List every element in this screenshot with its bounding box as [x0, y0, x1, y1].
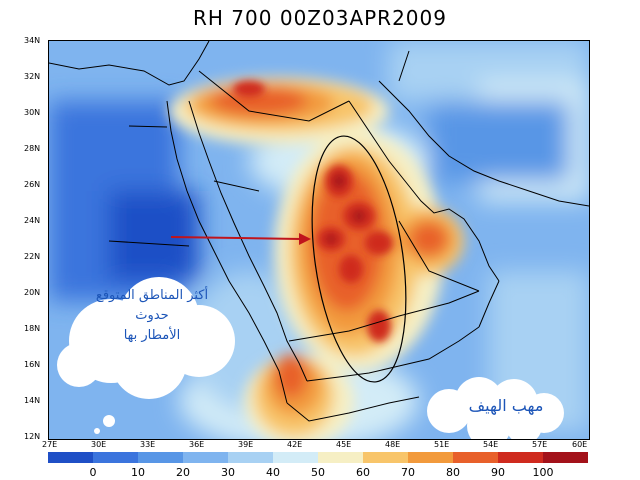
colorbar-tick-label: 40 — [266, 466, 280, 479]
colorbar-cell — [543, 452, 588, 463]
colorbar-cell — [453, 452, 498, 463]
lat-label: 26N — [24, 180, 41, 189]
colorbar-cell — [363, 452, 408, 463]
colorbar-tick-label: 70 — [401, 466, 415, 479]
colorbar-tick-label: 10 — [131, 466, 145, 479]
lon-label: 36E — [189, 440, 205, 449]
colorbar-tick-label: 60 — [356, 466, 370, 479]
lat-label: 12N — [24, 432, 41, 441]
lat-label: 24N — [24, 216, 41, 225]
lat-label: 20N — [24, 288, 41, 297]
lon-label: 39E — [238, 440, 254, 449]
coastline — [49, 41, 589, 422]
rain-annotation-line1: أكثر المناطق المتوقع — [95, 288, 209, 303]
lat-label: 18N — [24, 324, 41, 333]
rh-field — [49, 41, 589, 439]
colorbar-cell — [498, 452, 543, 463]
lon-label: 54E — [483, 440, 499, 449]
arrow-icon — [170, 233, 311, 245]
lon-label: 48E — [385, 440, 401, 449]
lon-label: 60E — [572, 440, 588, 449]
colorbar-cell — [48, 452, 93, 463]
lat-label: 14N — [24, 396, 41, 405]
rain-annotation-line3: الأمطار بها — [123, 328, 181, 343]
rain-annotation: أكثر المناطق المتوقع حدوث الأمطار بها — [62, 286, 242, 346]
colorbar-tick-label: 80 — [446, 466, 460, 479]
lon-label: 27E — [42, 440, 58, 449]
colorbar-tick-label: 20 — [176, 466, 190, 479]
colorbar-cell — [183, 452, 228, 463]
colorbar — [48, 452, 588, 463]
colorbar-tick-label: 90 — [491, 466, 505, 479]
rain-annotation-line2: حدوث — [135, 308, 169, 323]
colorbar-tick-label: 100 — [532, 466, 554, 479]
lat-label: 30N — [24, 108, 41, 117]
colorbar-cell — [228, 452, 273, 463]
lat-label: 22N — [24, 252, 41, 261]
lon-label: 51E — [434, 440, 450, 449]
colorbar-cell — [318, 452, 363, 463]
colorbar-cell — [408, 452, 453, 463]
rh-map — [48, 40, 590, 440]
lon-label: 45E — [336, 440, 352, 449]
lon-label: 57E — [532, 440, 548, 449]
colorbar-cell — [93, 452, 138, 463]
colorbar-tick-label: 0 — [89, 466, 97, 479]
colorbar-tick-label: 30 — [221, 466, 235, 479]
cloud-callout-right — [427, 377, 564, 439]
wind-annotation: مهب الهيف — [468, 396, 544, 415]
lat-label: 16N — [24, 360, 41, 369]
colorbar-tick-label: 50 — [311, 466, 325, 479]
lon-label: 30E — [91, 440, 107, 449]
rain-region-ellipse — [311, 135, 407, 383]
lon-label: 33E — [140, 440, 156, 449]
cloud-callout-left — [57, 277, 235, 434]
lon-label: 42E — [287, 440, 303, 449]
lat-label: 28N — [24, 144, 41, 153]
colorbar-cell — [138, 452, 183, 463]
colorbar-cell — [273, 452, 318, 463]
lat-label: 32N — [24, 72, 41, 81]
lat-label: 34N — [24, 36, 41, 45]
map-title: RH 700 00Z03APR2009 — [193, 6, 447, 30]
